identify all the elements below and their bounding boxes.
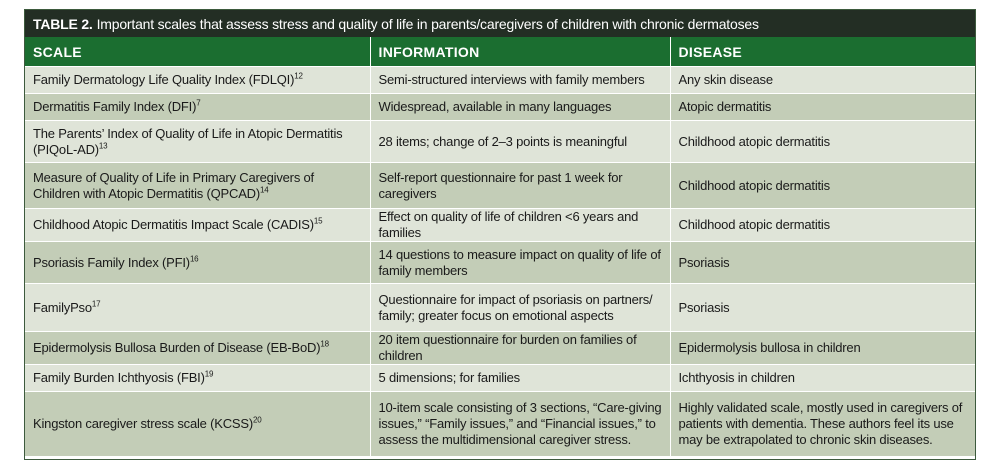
disease-cell: Childhood atopic dermatitis xyxy=(670,208,975,242)
information-cell: 20 item questionnaire for burden on fami… xyxy=(370,331,671,365)
reference-number: 14 xyxy=(260,185,269,195)
table-row: Dermatitis Family Index (DFI)7 Widesprea… xyxy=(25,93,975,121)
disease-cell: Childhood atopic dermatitis xyxy=(670,162,975,209)
table-number: TABLE 2. xyxy=(33,15,93,32)
reference-number: 12 xyxy=(294,71,303,81)
header-row: SCALE INFORMATION DISEASE xyxy=(25,37,975,67)
table-row: Family Burden Ichthyosis (FBI)19 5 dimen… xyxy=(25,364,975,392)
table-row: Kingston caregiver stress scale (KCSS)20… xyxy=(25,391,975,456)
table-row: Measure of Quality of Life in Primary Ca… xyxy=(25,162,975,209)
reference-number: 17 xyxy=(91,299,101,309)
disease-cell: Atopic dermatitis xyxy=(670,93,975,121)
table-title: Important scales that assess stress and … xyxy=(96,15,759,32)
scale-name: Dermatitis Family Index (DFI) xyxy=(33,99,197,114)
scale-cell: Psoriasis Family Index (PFI)16 xyxy=(25,241,371,284)
scale-name: Family Burden Ichthyosis (FBI) xyxy=(33,370,205,385)
information-cell: Self-report questionnaire for past 1 wee… xyxy=(370,162,671,209)
table-row: Epidermolysis Bullosa Burden of Disease … xyxy=(25,331,975,365)
disease-cell: Highly validated scale, mostly used in c… xyxy=(670,391,975,456)
disease-cell: Ichthyosis in children xyxy=(670,364,975,392)
reference-number: 7 xyxy=(196,98,201,108)
reference-number: 16 xyxy=(189,254,199,264)
disease-cell: Psoriasis xyxy=(670,283,975,332)
table-figure: TABLE 2. Important scales that assess st… xyxy=(24,9,976,460)
reference-number: 20 xyxy=(252,415,262,425)
header-disease: DISEASE xyxy=(670,37,975,67)
scale-name: Epidermolysis Bullosa Burden of Disease … xyxy=(33,340,321,355)
information-cell: 10-item scale consisting of 3 sections, … xyxy=(370,391,671,456)
header-information: INFORMATION xyxy=(370,37,671,67)
scale-cell: Family Dermatology Life Quality Index (F… xyxy=(25,66,371,94)
table-caption: TABLE 2. Important scales that assess st… xyxy=(25,10,975,37)
scale-name: Kingston caregiver stress scale (KCSS) xyxy=(33,415,253,431)
scale-cell: Dermatitis Family Index (DFI)7 xyxy=(25,93,371,121)
reference-number: 18 xyxy=(320,339,329,349)
disease-cell: Psoriasis xyxy=(670,241,975,284)
scale-name: The Parents’ Index of Quality of Life in… xyxy=(33,125,343,157)
information-cell: 28 items; change of 2–3 points is meanin… xyxy=(370,120,671,163)
information-cell: 5 dimensions; for families xyxy=(370,364,671,392)
scale-cell: Kingston caregiver stress scale (KCSS)20 xyxy=(25,391,371,456)
disease-cell: Epidermolysis bullosa in children xyxy=(670,331,975,365)
table-row: Family Dermatology Life Quality Index (F… xyxy=(25,66,975,94)
scale-cell: Epidermolysis Bullosa Burden of Disease … xyxy=(25,331,371,365)
information-cell: Effect on quality of life of children <6… xyxy=(370,208,671,242)
scale-cell: The Parents’ Index of Quality of Life in… xyxy=(25,120,371,163)
scale-cell: Measure of Quality of Life in Primary Ca… xyxy=(25,162,371,209)
information-cell: Semi-structured interviews with family m… xyxy=(370,66,671,94)
reference-number: 13 xyxy=(98,141,108,151)
information-cell: Questionnaire for impact of psoriasis on… xyxy=(370,283,671,332)
table-row: Psoriasis Family Index (PFI)16 14 questi… xyxy=(25,241,975,284)
scale-name: FamilyPso xyxy=(33,299,92,315)
reference-number: 19 xyxy=(204,369,214,379)
header-scale: SCALE xyxy=(25,37,371,67)
scale-name: Family Dermatology Life Quality Index (F… xyxy=(33,72,295,87)
scale-name: Measure of Quality of Life in Primary Ca… xyxy=(33,169,314,201)
disease-cell: Childhood atopic dermatitis xyxy=(670,120,975,163)
reference-number: 15 xyxy=(313,216,323,226)
information-cell: 14 questions to measure impact on qualit… xyxy=(370,241,671,284)
scale-cell: Family Burden Ichthyosis (FBI)19 xyxy=(25,364,371,392)
scales-table: SCALE INFORMATION DISEASE Family Dermato… xyxy=(25,37,975,456)
table-row: FamilyPso17 Questionnaire for impact of … xyxy=(25,283,975,332)
disease-cell: Any skin disease xyxy=(670,66,975,94)
table-row: The Parents’ Index of Quality of Life in… xyxy=(25,120,975,163)
scale-cell: FamilyPso17 xyxy=(25,283,371,332)
scale-name: Psoriasis Family Index (PFI) xyxy=(33,254,190,270)
information-cell: Widespread, available in many languages xyxy=(370,93,671,121)
scale-name: Childhood Atopic Dermatitis Impact Scale… xyxy=(33,217,314,232)
table-row: Childhood Atopic Dermatitis Impact Scale… xyxy=(25,208,975,242)
scale-cell: Childhood Atopic Dermatitis Impact Scale… xyxy=(25,208,371,242)
